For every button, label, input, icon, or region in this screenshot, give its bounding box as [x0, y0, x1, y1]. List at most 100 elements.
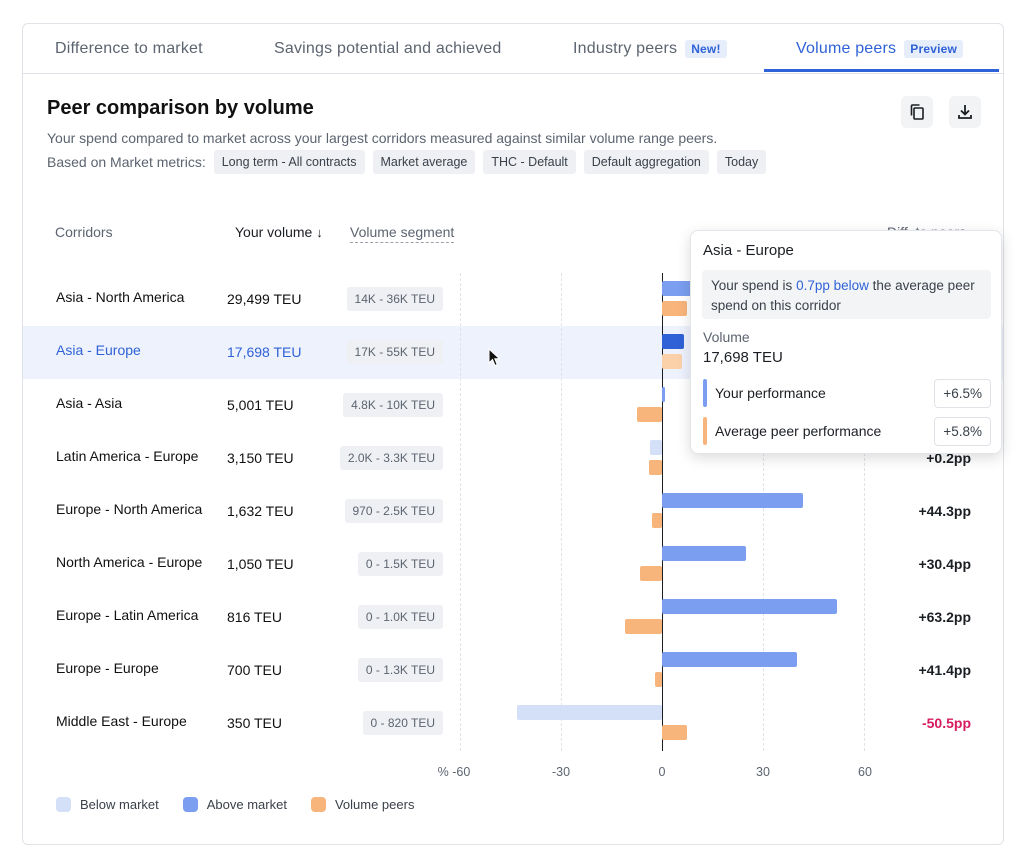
volume-peers-bar[interactable]	[662, 354, 682, 369]
tab-industry-peers[interactable]: Industry peers New!	[573, 24, 727, 73]
corridor-name[interactable]: Asia - North America	[56, 289, 185, 305]
your-performance-marker	[703, 379, 707, 407]
column-corridors[interactable]: Corridors	[55, 224, 113, 240]
volume-segment-badge: 0 - 1.0K TEU	[357, 605, 443, 629]
page-subtitle: Your spend compared to market across you…	[47, 130, 718, 146]
your-performance-bar[interactable]	[662, 334, 684, 349]
volume-segment-badge: 2.0K - 3.3K TEU	[339, 446, 443, 470]
tooltip-note-highlight: 0.7pp below	[796, 278, 869, 293]
copy-icon	[910, 104, 924, 120]
corridor-name[interactable]: Europe - North America	[56, 501, 203, 517]
your-performance-bar[interactable]	[662, 599, 838, 614]
market-metrics: Based on Market metrics: Long term - All…	[47, 150, 767, 174]
corridor-name[interactable]: Latin America - Europe	[56, 448, 199, 464]
metric-chip-date[interactable]: Today	[716, 150, 767, 174]
corridor-name[interactable]: Asia - Europe	[56, 342, 141, 358]
x-tick-label: 30	[756, 765, 770, 779]
diff-to-peers-value: +30.4pp	[918, 556, 971, 572]
volume-peers-bar[interactable]	[662, 301, 688, 316]
volume-segment-badge: 0 - 1.3K TEU	[357, 658, 443, 682]
gridline	[561, 273, 562, 751]
volume-peers-bar[interactable]	[655, 672, 662, 687]
corridor-volume: 1,632 TEU	[227, 503, 294, 519]
diff-to-peers-value: +63.2pp	[918, 609, 971, 625]
new-badge: New!	[685, 39, 727, 58]
volume-segment-badge: 0 - 1.5K TEU	[357, 552, 443, 576]
volume-peers-bar[interactable]	[662, 725, 688, 740]
legend-above-market[interactable]: Above market	[182, 797, 287, 812]
volume-segment-badge: 17K - 55K TEU	[346, 340, 443, 364]
corridor-volume: 816 TEU	[227, 609, 282, 625]
corridor-tooltip: Asia - Europe Your spend is 0.7pp below …	[690, 230, 1002, 454]
metric-chip-market-average[interactable]: Market average	[372, 150, 476, 174]
diff-to-peers-value: +0.2pp	[926, 450, 971, 466]
preview-badge: Preview	[904, 39, 964, 58]
tab-bar: Difference to market Savings potential a…	[23, 24, 1003, 74]
x-tick-label: -30	[551, 765, 571, 779]
your-performance-bar[interactable]	[662, 546, 747, 561]
copy-button[interactable]	[901, 96, 933, 128]
column-your-volume[interactable]: Your volume ↓	[235, 224, 323, 240]
peer-performance-marker	[703, 417, 707, 445]
your-performance-bar[interactable]	[650, 440, 662, 455]
metrics-label: Based on Market metrics:	[47, 154, 206, 170]
corridor-volume: 17,698 TEU	[227, 344, 302, 360]
tab-difference-to-market[interactable]: Difference to market	[55, 39, 203, 57]
tooltip-title: Asia - Europe	[703, 242, 794, 259]
column-volume-segment[interactable]: Volume segment	[350, 224, 455, 243]
page-title: Peer comparison by volume	[47, 97, 314, 119]
zero-axis-line	[662, 273, 663, 751]
tooltip-note: Your spend is 0.7pp below the average pe…	[702, 270, 991, 319]
diff-to-peers-value: +41.4pp	[918, 662, 971, 678]
volume-peers-bar[interactable]	[640, 566, 662, 581]
your-performance-bar[interactable]	[662, 493, 804, 508]
volume-peers-bar[interactable]	[648, 460, 662, 475]
volume-peers-bar[interactable]	[651, 513, 662, 528]
volume-peers-bar[interactable]	[624, 619, 662, 634]
metric-chip-thc[interactable]: THC - Default	[483, 150, 576, 174]
your-performance-bar[interactable]	[517, 705, 662, 720]
x-tick-label: % -60	[437, 765, 471, 779]
tab-volume-peers[interactable]: Volume peers Preview	[796, 24, 964, 73]
your-performance-value: +6.5%	[934, 378, 991, 408]
mouse-cursor-icon	[488, 348, 501, 367]
corridor-volume: 700 TEU	[227, 662, 282, 678]
x-tick-label: 0	[658, 765, 666, 779]
diff-to-peers-value: +44.3pp	[918, 503, 971, 519]
legend-volume-peers[interactable]: Volume peers	[310, 797, 414, 812]
corridor-volume: 29,499 TEU	[227, 291, 302, 307]
tooltip-your-performance: Your performance +6.5%	[703, 378, 991, 408]
gridline	[864, 273, 865, 751]
legend-swatch	[182, 797, 198, 812]
your-performance-bar[interactable]	[662, 652, 797, 667]
tooltip-volume-label: Volume	[703, 329, 750, 345]
tooltip-peer-performance: Average peer performance +5.8%	[703, 416, 991, 446]
active-tab-indicator	[764, 69, 999, 72]
corridor-name[interactable]: North America - Europe	[56, 554, 203, 570]
diff-to-peers-value: -50.5pp	[921, 715, 971, 731]
download-icon	[958, 105, 972, 119]
volume-segment-badge: 970 - 2.5K TEU	[344, 499, 443, 523]
corridor-name[interactable]: Europe - Latin America	[56, 607, 199, 623]
your-performance-bar[interactable]	[662, 387, 665, 402]
tab-savings-potential[interactable]: Savings potential and achieved	[274, 39, 502, 57]
chart-legend: Below market Above market Volume peers	[56, 797, 438, 812]
corridor-volume: 350 TEU	[227, 715, 282, 731]
metric-chip-contract[interactable]: Long term - All contracts	[213, 150, 365, 174]
metric-chip-aggregation[interactable]: Default aggregation	[583, 150, 709, 174]
x-tick-label: 60	[858, 765, 872, 779]
tooltip-volume-value: 17,698 TEU	[703, 349, 783, 366]
corridor-name[interactable]: Middle East - Europe	[56, 713, 187, 729]
sort-descending-icon: ↓	[316, 225, 323, 240]
corridor-volume: 5,001 TEU	[227, 397, 294, 413]
corridor-name[interactable]: Asia - Asia	[56, 395, 123, 411]
peer-performance-value: +5.8%	[934, 416, 991, 446]
volume-segment-badge: 0 - 820 TEU	[362, 711, 443, 735]
gridline	[460, 273, 461, 751]
corridor-name[interactable]: Europe - Europe	[56, 660, 159, 676]
volume-segment-badge: 14K - 36K TEU	[346, 287, 443, 311]
legend-below-market[interactable]: Below market	[56, 797, 159, 812]
volume-peers-bar[interactable]	[636, 407, 662, 422]
corridor-volume: 3,150 TEU	[227, 450, 294, 466]
download-button[interactable]	[949, 96, 981, 128]
